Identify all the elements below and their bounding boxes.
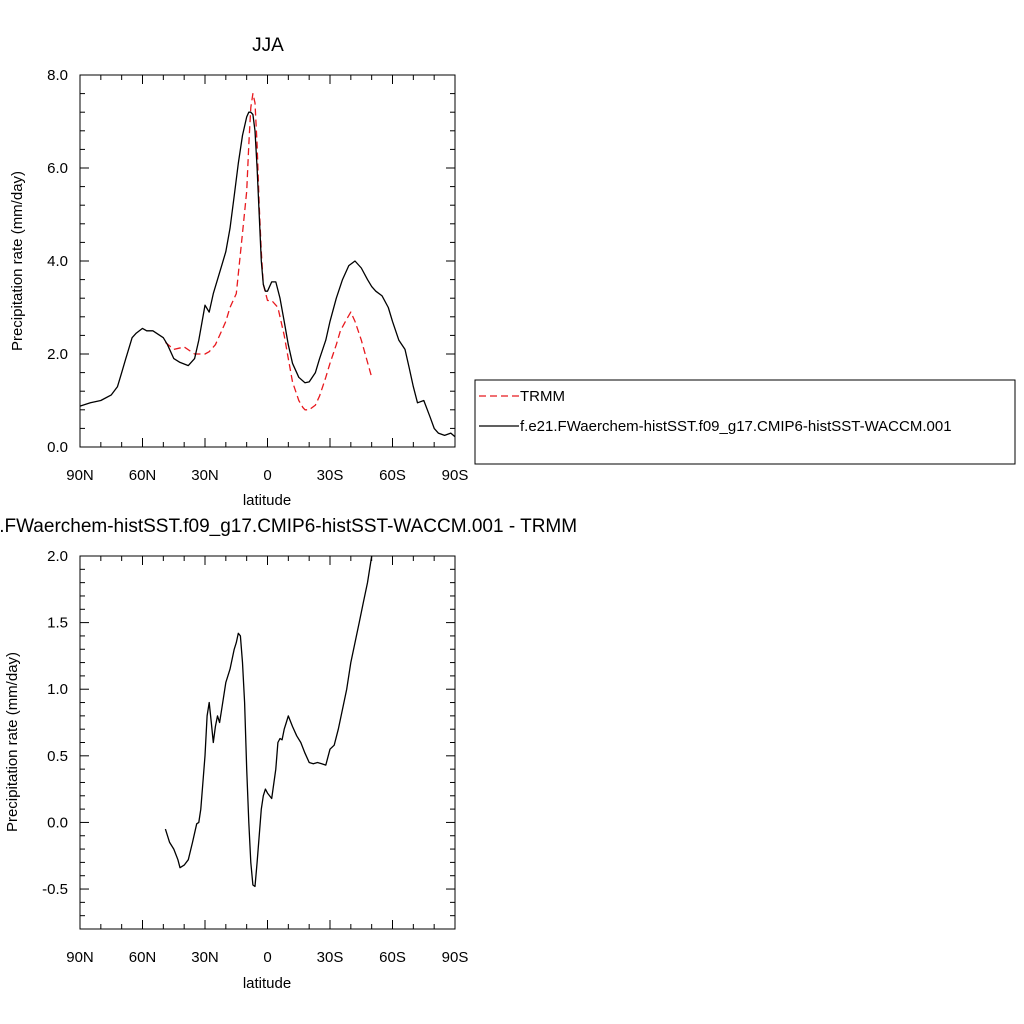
x-tick-label: 0	[263, 467, 271, 484]
y-tick-label: 1.5	[47, 615, 68, 632]
y-tick-label: 4.0	[47, 253, 68, 270]
legend-label-trmm: TRMM	[520, 388, 565, 405]
panel-jja: JJA 90N 60N 30N 0 30S 60S 90S 0.0 2.0 4.0 6.0 8.0 l…	[9, 35, 468, 509]
x-tick-label: 30S	[317, 949, 344, 966]
x-tick-label: 30N	[191, 949, 219, 966]
x-tick-label: 0	[263, 949, 271, 966]
tick-labels: 90N 60N 30N 0 30S 60S 90S -0.5 0.0 0.5 1.0 1.5 2.0	[42, 548, 468, 966]
y-tick-label: 2.0	[47, 346, 68, 363]
y-tick-label: -0.5	[42, 881, 68, 898]
series-line-model	[79, 111, 456, 438]
series-lines	[79, 92, 456, 438]
plot-frame	[79, 555, 456, 930]
panel-difference: f.e21.FWaerchem-histSST.f09_g17.CMIP6-hi…	[0, 516, 577, 992]
x-tick-label: 90S	[442, 467, 469, 484]
legend-box	[474, 379, 1016, 465]
tick-labels: 90N 60N 30N 0 30S 60S 90S 0.0 2.0 4.0 6.0 8.0	[47, 67, 468, 484]
legend-label-model: f.e21.FWaerchem-histSST.f09_g17.CMIP6-hi…	[520, 418, 952, 435]
x-tick-label: 90N	[66, 467, 94, 484]
x-tick-label: 90S	[442, 949, 469, 966]
y-tick-label: 0.0	[47, 439, 68, 456]
y-tick-label: 2.0	[47, 548, 68, 565]
x-tick-label: 30N	[191, 467, 219, 484]
series-line-trmm	[164, 92, 373, 411]
y-tick-label: 1.0	[47, 681, 68, 698]
x-tick-label: 60S	[379, 949, 406, 966]
y-tick-label: 6.0	[47, 160, 68, 177]
series-line-difference	[164, 555, 373, 888]
x-tick-label: 60N	[129, 949, 157, 966]
plot-frame	[79, 74, 456, 448]
x-tick-label: 60S	[379, 467, 406, 484]
x-axis-label: latitude	[243, 975, 291, 992]
chart-title: JJA	[252, 35, 284, 56]
axis-ticks	[79, 555, 456, 930]
y-tick-label: 8.0	[47, 67, 68, 84]
series-lines	[164, 555, 373, 888]
y-tick-label: 0.0	[47, 814, 68, 831]
chart-title-difference: f.e21.FWaerchem-histSST.f09_g17.CMIP6-hi…	[0, 516, 577, 537]
x-tick-label: 60N	[129, 467, 157, 484]
y-tick-label: 0.5	[47, 748, 68, 765]
x-axis-label: latitude	[243, 492, 291, 509]
axis-ticks	[79, 74, 456, 448]
y-axis-label: Precipitation rate (mm/day)	[4, 652, 21, 832]
x-tick-label: 90N	[66, 949, 94, 966]
legend: TRMM f.e21.FWaerchem-histSST.f09_g17.CMI…	[474, 379, 1016, 465]
y-axis-label: Precipitation rate (mm/day)	[9, 171, 26, 351]
x-tick-label: 30S	[317, 467, 344, 484]
